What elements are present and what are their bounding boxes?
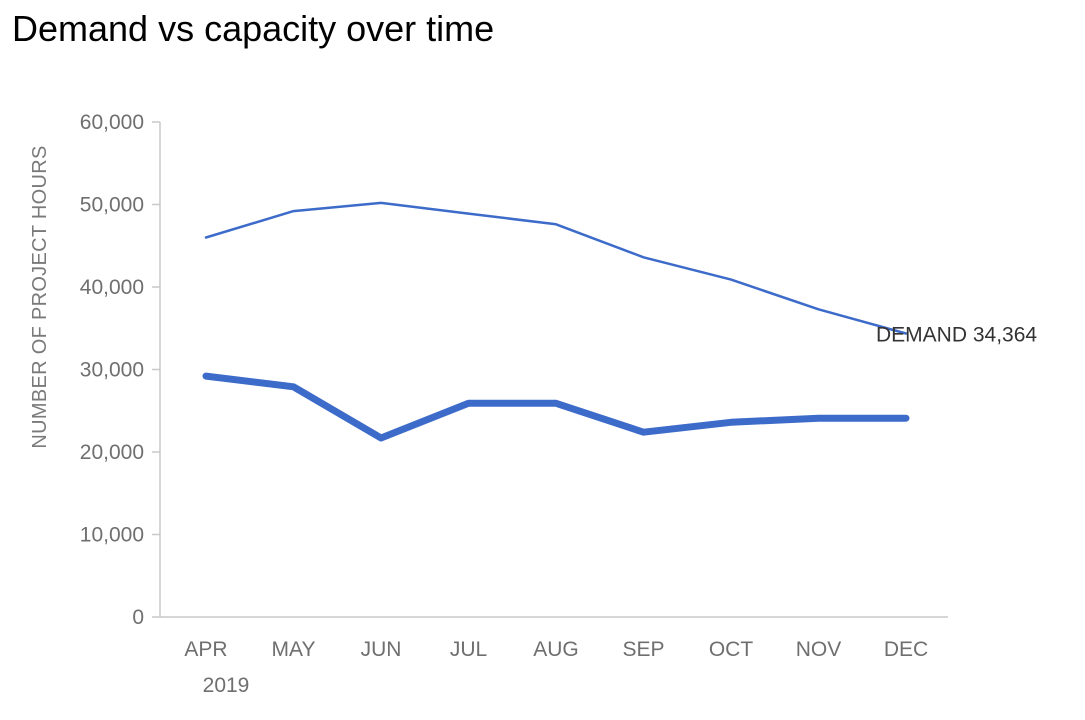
y-tick-label: 20,000	[80, 441, 144, 464]
y-axis-title: NUMBER OF PROJECT HOURS	[29, 145, 51, 448]
series-line-1	[204, 201, 908, 335]
y-tick-label: 50,000	[80, 194, 144, 217]
series-line-2	[202, 372, 910, 442]
x-tick-label: DEC	[884, 638, 928, 661]
y-axis: 0 10,000 20,000 30,000 40,000 50,000 60,000	[80, 111, 161, 629]
chart-title: Demand vs capacity over time	[12, 8, 495, 49]
x-tick-label: NOV	[796, 638, 842, 661]
x-tick-label: MAY	[272, 638, 316, 661]
y-tick-label: 30,000	[80, 359, 144, 382]
series-layer: DEMAND 34,364	[202, 201, 1037, 442]
x-tick-label: SEP	[622, 638, 664, 661]
x-tick-label: JUN	[361, 638, 402, 661]
y-tick-label: 40,000	[80, 276, 144, 299]
x-axis: APR 2019 MAY JUN JUL AUG SEP OCT NOV DEC	[160, 616, 948, 697]
y-tick-label: 60,000	[80, 111, 144, 134]
y-tick-label: 10,000	[80, 524, 144, 547]
x-tick-label: OCT	[709, 638, 754, 661]
x-tick-label: JUL	[450, 638, 487, 661]
x-tick-label: AUG	[533, 638, 579, 661]
series-end-label: DEMAND 34,364	[876, 323, 1037, 346]
x-tick-label: APR	[184, 638, 227, 661]
x-tick-sublabel: 2019	[203, 674, 250, 697]
y-tick-label: 0	[132, 606, 144, 629]
